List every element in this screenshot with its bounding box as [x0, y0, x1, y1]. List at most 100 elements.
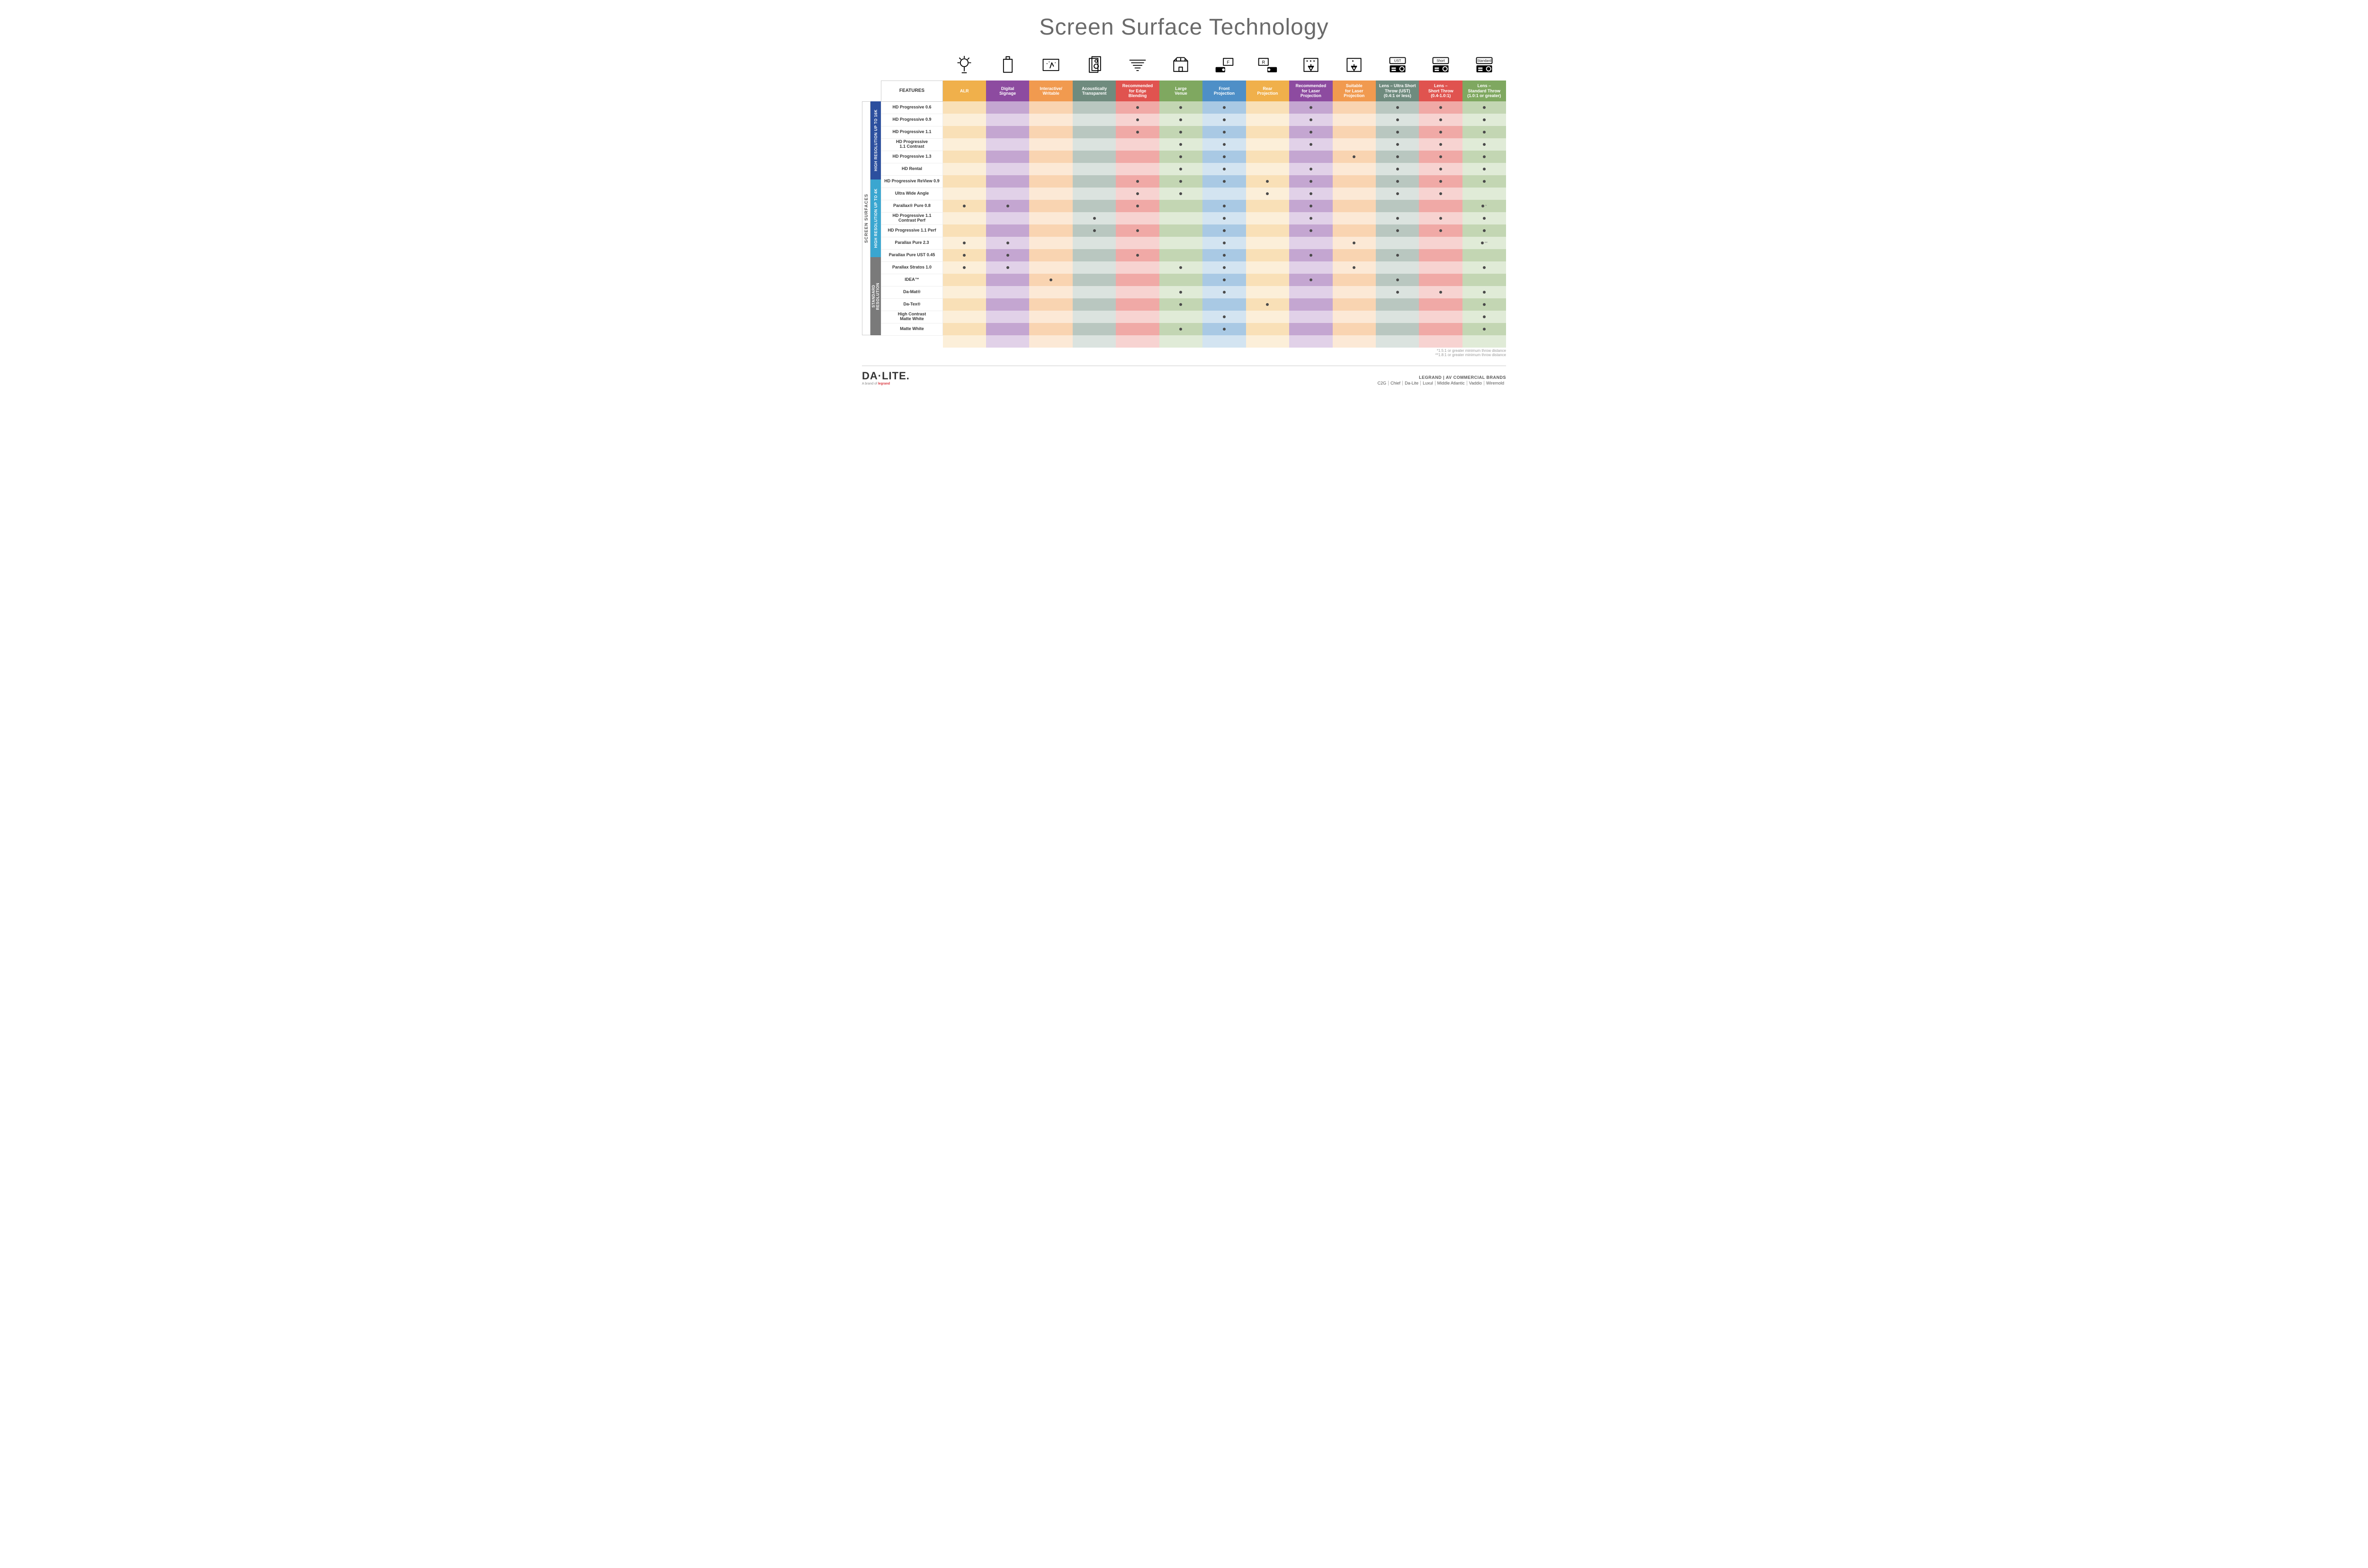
cell — [1333, 163, 1376, 175]
cell — [1246, 175, 1289, 188]
cell: ** — [1462, 237, 1506, 249]
column-icon-rear: R — [1246, 52, 1289, 81]
row-label: HD Progressive 1.1Contrast Perf — [881, 212, 943, 224]
cell — [1246, 212, 1289, 224]
cell — [1029, 237, 1072, 249]
cell — [1116, 163, 1159, 175]
cell — [1202, 249, 1246, 261]
cell — [1116, 114, 1159, 126]
cell — [1073, 151, 1116, 163]
cell — [1159, 249, 1202, 261]
cell — [1419, 237, 1462, 249]
cell — [1246, 224, 1289, 237]
cell — [1333, 114, 1376, 126]
column-header-rear: RearProjection — [1246, 81, 1289, 101]
table-row: HD Progressive 1.1 Perf — [881, 224, 1506, 237]
cell — [1419, 274, 1462, 286]
side-group: HIGH RESOLUTION UP TO 4K — [870, 179, 881, 258]
column-icon-short: Short — [1419, 52, 1462, 81]
table-row: Matte White — [881, 323, 1506, 335]
column-header-reclaser: Recommendedfor LaserProjection — [1289, 81, 1332, 101]
cell — [1246, 126, 1289, 138]
row-label: Parallax Stratos 1.0 — [881, 261, 943, 274]
cell — [1029, 175, 1072, 188]
table-row: HD Progressive1.1 Contrast — [881, 138, 1506, 151]
cell — [943, 188, 986, 200]
cell — [1159, 212, 1202, 224]
cell — [1246, 323, 1289, 335]
row-label: Matte White — [881, 323, 943, 335]
cell — [943, 163, 986, 175]
row-label: HD Rental — [881, 163, 943, 175]
cell — [1289, 101, 1332, 114]
cell — [1462, 212, 1506, 224]
cell — [1029, 298, 1072, 311]
cell — [986, 237, 1029, 249]
table-row: HD Progressive 0.6 — [881, 101, 1506, 114]
row-label: HD Progressive 1.1 Perf — [881, 224, 943, 237]
cell — [1289, 212, 1332, 224]
features-header: FEATURES — [881, 81, 943, 101]
cell — [1333, 224, 1376, 237]
cell — [1462, 298, 1506, 311]
cell — [1202, 274, 1246, 286]
cell — [1462, 175, 1506, 188]
cell — [1462, 188, 1506, 200]
cell — [943, 126, 986, 138]
cell — [1376, 323, 1419, 335]
cell — [1462, 224, 1506, 237]
cell — [986, 126, 1029, 138]
cell — [1289, 237, 1332, 249]
cell — [1073, 114, 1116, 126]
cell — [1376, 175, 1419, 188]
cell — [1289, 188, 1332, 200]
cell — [1202, 163, 1246, 175]
cell — [1246, 138, 1289, 151]
cell — [1333, 249, 1376, 261]
cell — [1419, 323, 1462, 335]
cell — [1462, 323, 1506, 335]
cell — [1116, 212, 1159, 224]
cell — [1289, 175, 1332, 188]
cell — [1419, 200, 1462, 212]
column-header-std: Lens –Standard Throw(1.0:1 or greater) — [1462, 81, 1506, 101]
cell — [1159, 323, 1202, 335]
cell — [1246, 261, 1289, 274]
cell — [1376, 286, 1419, 298]
cell — [1246, 200, 1289, 212]
footnotes: *1.5:1 or greater minimum throw distance… — [862, 349, 1506, 357]
cell — [1116, 126, 1159, 138]
cell — [1116, 274, 1159, 286]
cell — [943, 200, 986, 212]
cell — [1376, 274, 1419, 286]
cell — [986, 311, 1029, 323]
cell — [1462, 163, 1506, 175]
cell — [1073, 138, 1116, 151]
cell — [943, 261, 986, 274]
cell — [1073, 224, 1116, 237]
cell — [1462, 274, 1506, 286]
cell — [1333, 101, 1376, 114]
brand-logo-sub: A brand of legrand — [862, 382, 910, 385]
row-label: High ContrastMatte White — [881, 311, 943, 323]
row-label: Da-Mat® — [881, 286, 943, 298]
svg-text:Short: Short — [1436, 58, 1445, 63]
cell — [1246, 151, 1289, 163]
cell — [1159, 163, 1202, 175]
cell — [943, 212, 986, 224]
cell — [1419, 249, 1462, 261]
column-header-signage: DigitalSignage — [986, 81, 1029, 101]
cell — [1073, 200, 1116, 212]
cell — [1116, 175, 1159, 188]
cell — [1333, 298, 1376, 311]
cell — [1462, 138, 1506, 151]
column-header-edge: Recommendedfor EdgeBlending — [1116, 81, 1159, 101]
cell — [1419, 224, 1462, 237]
cell — [1116, 249, 1159, 261]
table-row: Parallax Pure 2.3** — [881, 237, 1506, 249]
row-label: Ultra Wide Angle — [881, 188, 943, 200]
cell — [1073, 249, 1116, 261]
cell — [986, 212, 1029, 224]
cell — [1159, 261, 1202, 274]
table-row: HD Progressive 0.9 — [881, 114, 1506, 126]
